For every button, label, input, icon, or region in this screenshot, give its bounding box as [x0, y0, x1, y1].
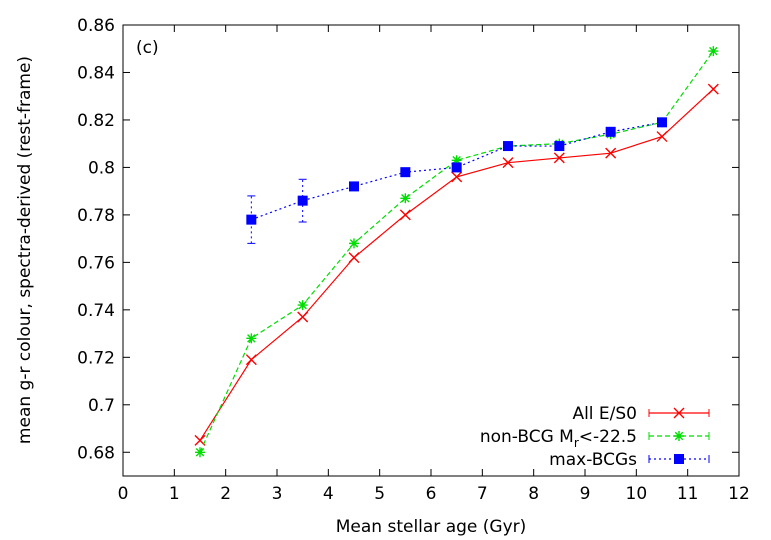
x-tick-label: 0 — [118, 484, 129, 504]
data-point — [246, 333, 257, 344]
x-tick-label: 1 — [169, 484, 180, 504]
data-point — [195, 447, 205, 458]
series-layer — [194, 46, 719, 458]
legend-label-non-bcg-suffix: <-22.5 — [579, 427, 637, 447]
data-point — [708, 46, 719, 57]
x-tick-label: 3 — [272, 484, 283, 504]
data-point — [348, 252, 360, 264]
series-line — [199, 88, 714, 441]
y-tick-label: 0.68 — [77, 443, 115, 463]
x-tick-label: 4 — [323, 484, 334, 504]
x-tick-label: 12 — [728, 484, 750, 504]
data-point — [451, 162, 462, 173]
legend: All E/S0 non-BCG Mr<-22.5 max-BCGs — [480, 404, 710, 470]
data-point — [502, 157, 514, 169]
data-point — [707, 83, 719, 95]
x-tick-label: 2 — [220, 484, 231, 504]
data-point — [400, 193, 411, 204]
data-point — [399, 209, 411, 221]
series-0 — [194, 83, 719, 446]
series-line — [199, 50, 714, 453]
x-tick-label: 7 — [477, 484, 488, 504]
plot-frame — [122, 24, 740, 477]
data-point — [349, 181, 359, 192]
data-point — [246, 214, 257, 225]
axis-ticks: 0 1 2 3 4 5 6 7 8 9 10 11 120.680.70.720.740.760.780… — [77, 16, 750, 504]
legend-marker — [674, 454, 684, 464]
x-tick-label: 11 — [677, 484, 699, 504]
x-tick-label: 5 — [374, 484, 385, 504]
y-tick-label: 0.7 — [88, 396, 115, 416]
data-point — [349, 238, 359, 249]
legend-label-max-bcgs: max-BCGs — [549, 450, 637, 470]
data-point — [451, 171, 463, 183]
legend-label-all-es0: All E/S0 — [572, 404, 637, 424]
data-point — [656, 131, 668, 143]
data-point — [553, 152, 565, 164]
data-point — [554, 141, 565, 152]
series-1 — [195, 46, 719, 458]
x-axis-title: Mean stellar age (Gyr) — [336, 517, 527, 537]
data-point — [400, 167, 411, 178]
legend-samples — [648, 407, 710, 464]
data-point — [297, 195, 308, 206]
legend-marker — [674, 431, 684, 441]
data-point — [605, 147, 617, 159]
y-tick-label: 0.74 — [77, 301, 115, 321]
data-point — [245, 354, 257, 366]
y-tick-label: 0.78 — [77, 206, 115, 226]
x-tick-label: 10 — [626, 484, 648, 504]
legend-label-non-bcg-sub: r — [574, 436, 579, 450]
data-point — [605, 126, 616, 137]
series-line — [251, 121, 663, 221]
data-point — [297, 311, 309, 323]
legend-label-non-bcg: non-BCG Mr<-22.5 — [480, 427, 637, 450]
x-tick-label: 9 — [580, 484, 591, 504]
y-tick-label: 0.86 — [77, 16, 115, 36]
legend-marker — [673, 407, 685, 419]
y-tick-label: 0.8 — [88, 158, 115, 178]
panel-label: (c) — [136, 38, 159, 58]
legend-label-non-bcg-main: non-BCG M — [480, 427, 574, 447]
y-tick-label: 0.76 — [77, 253, 115, 273]
y-tick-label: 0.82 — [77, 111, 115, 131]
x-tick-label: 6 — [426, 484, 437, 504]
data-point — [451, 155, 462, 166]
x-tick-label: 8 — [528, 484, 539, 504]
data-point — [657, 117, 667, 128]
series-2 — [246, 117, 667, 244]
data-point — [503, 141, 513, 152]
y-tick-label: 0.84 — [77, 63, 115, 83]
y-axis-title: mean g-r colour, spectra-derived (rest-f… — [15, 56, 35, 444]
y-tick-label: 0.72 — [77, 348, 115, 368]
data-point — [297, 300, 308, 311]
